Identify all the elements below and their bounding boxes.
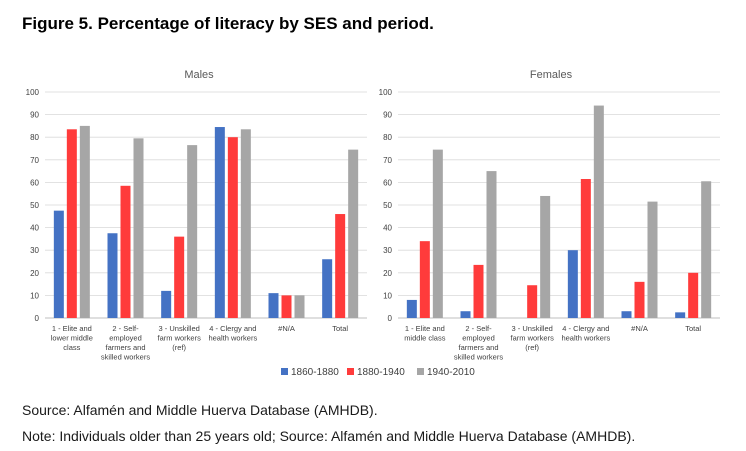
y-tick-label: 30 [30,246,39,255]
bar [174,236,185,318]
bar [294,295,305,318]
y-tick-label: 0 [35,314,40,323]
legend-swatch [281,368,288,375]
bar [66,129,77,318]
bar [419,241,430,318]
y-tick-label: 80 [383,133,392,142]
legend-label: 1860-1880 [291,367,339,378]
bar [486,171,497,318]
category-label: farm workers [157,334,201,343]
y-tick-label: 10 [383,291,392,300]
bar [701,181,712,318]
category-label: farmers and [105,343,145,352]
y-tick-label: 60 [30,178,39,187]
category-label: 4 - Clergy and [562,324,609,333]
bar [593,105,604,318]
y-tick-label: 0 [388,314,393,323]
bar [580,179,591,318]
category-label: skilled workers [454,353,503,362]
bar [335,214,346,318]
y-tick-label: 100 [379,88,393,97]
category-label: (ref) [525,343,539,352]
bar [473,264,484,318]
y-tick-label: 50 [383,201,392,210]
category-label: skilled workers [101,353,150,362]
footnote: Note: Individuals older than 25 years ol… [22,428,636,444]
bar [107,233,118,318]
y-tick-label: 50 [30,201,39,210]
panel-title: Males [184,69,214,81]
y-tick-label: 60 [383,178,392,187]
category-label: #N/A [631,324,648,333]
bar [214,127,225,318]
category-label: 1 - Elite and [405,324,445,333]
category-label: (ref) [172,343,186,352]
y-tick-label: 70 [30,156,39,165]
y-tick-label: 100 [26,88,40,97]
legend-swatch [417,368,424,375]
y-tick-label: 20 [383,269,392,278]
y-tick-label: 80 [30,133,39,142]
y-tick-label: 90 [383,111,392,120]
y-tick-label: 30 [383,246,392,255]
category-label: 4 - Clergy and [209,324,256,333]
bar [688,272,699,318]
bar [161,290,172,318]
category-label: 3 - Unskilled [512,324,553,333]
bar [647,201,658,318]
y-tick-label: 70 [383,156,392,165]
category-label: 1 - Elite and [52,324,92,333]
y-tick-label: 20 [30,269,39,278]
y-tick-label: 40 [383,224,392,233]
bar [621,311,632,318]
bar [432,149,443,318]
category-label: farmers and [458,343,498,352]
category-label: Total [332,324,348,333]
category-label: health workers [208,334,257,343]
bar [187,145,198,318]
figure-title: Figure 5. Percentage of literacy by SES … [22,14,434,33]
bar [460,311,471,318]
source-note: Source: Alfamén and Middle Huerva Databa… [22,402,378,418]
category-label: class [63,343,80,352]
category-label: health workers [561,334,610,343]
bar [322,259,333,318]
category-label: 2 - Self- [465,324,492,333]
category-label: employed [462,334,495,343]
category-label: 3 - Unskilled [159,324,200,333]
bar [675,312,686,318]
bar [53,210,64,318]
bar [406,299,417,318]
legend-swatch [347,368,354,375]
bar [120,185,131,318]
panel-title: Females [530,69,573,81]
bar [567,250,578,318]
category-label: 2 - Self- [112,324,139,333]
y-tick-label: 90 [30,111,39,120]
category-label: farm workers [510,334,554,343]
category-label: middle class [404,334,446,343]
legend-label: 1940-2010 [427,367,475,378]
bar [634,281,645,318]
bar [281,295,292,318]
bar [133,138,144,318]
bar [240,129,251,318]
bar [79,125,90,319]
y-tick-label: 10 [30,291,39,300]
category-label: Total [685,324,701,333]
category-label: lower middle [51,334,93,343]
bar [227,137,238,318]
category-label: #N/A [278,324,295,333]
bar [527,285,538,318]
y-tick-label: 40 [30,224,39,233]
bar [268,293,279,318]
legend-label: 1880-1940 [357,367,405,378]
bar [348,149,359,318]
bar [540,195,551,318]
category-label: employed [109,334,142,343]
